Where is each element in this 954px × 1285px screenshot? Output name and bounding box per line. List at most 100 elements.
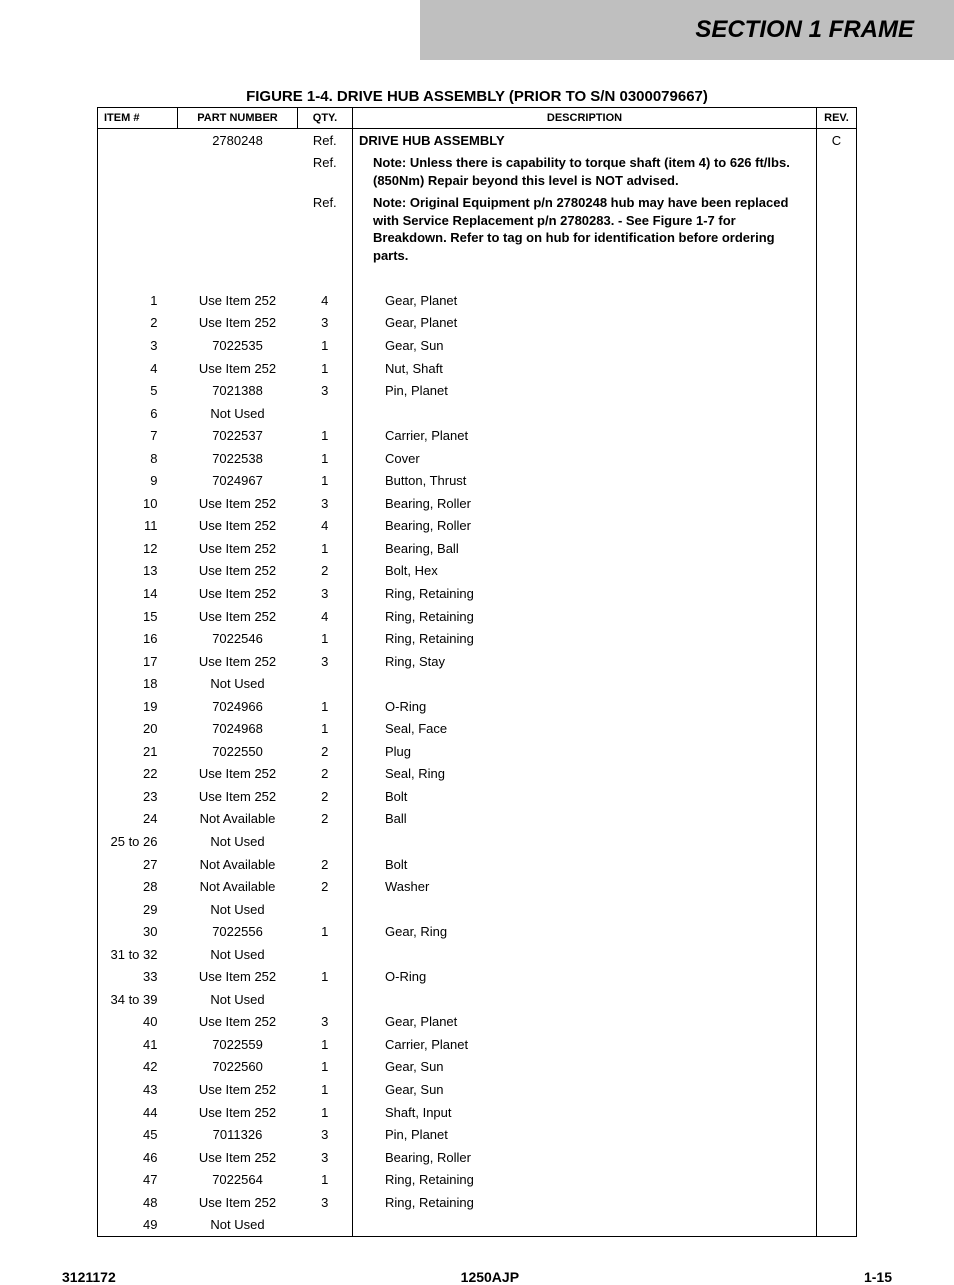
cell-desc: Note: Unless there is capability to torq…	[359, 154, 810, 189]
cell-item: 15	[143, 609, 157, 624]
cell-part: Use Item 252	[199, 293, 276, 308]
table-row: 1Use Item 2524Gear, Planet	[98, 289, 857, 312]
cell-desc: Bearing, Roller	[359, 495, 471, 513]
cell-item: 8	[150, 451, 157, 466]
cell-desc: O-Ring	[359, 698, 426, 716]
table-row: 770225371Carrier, Planet	[98, 425, 857, 448]
cell-part: Use Item 252	[199, 1150, 276, 1165]
cell-part: 7021388	[212, 383, 263, 398]
table-row: 46Use Item 2523Bearing, Roller	[98, 1146, 857, 1169]
table-row: 970249671Button, Thrust	[98, 470, 857, 493]
cell-item: 40	[143, 1014, 157, 1029]
cell-item: 33	[143, 969, 157, 984]
cell-desc: DRIVE HUB ASSEMBLY	[359, 133, 505, 148]
cell-desc: Bearing, Roller	[359, 517, 471, 535]
cell-qty: 1	[321, 1105, 328, 1120]
cell-item: 41	[143, 1037, 157, 1052]
header-gray-block: SECTION 1 FRAME	[420, 0, 954, 60]
cell-item: 11	[144, 518, 158, 533]
cell-part: Use Item 252	[199, 654, 276, 669]
cell-desc: Bolt, Hex	[359, 562, 438, 580]
page-header-bar: SECTION 1 FRAME	[0, 0, 954, 60]
col-header-qty: QTY.	[298, 108, 353, 129]
cell-qty: 2	[321, 766, 328, 781]
table-row: 18Not Used	[98, 673, 857, 696]
cell-desc: Gear, Sun	[359, 337, 444, 355]
cell-desc: Shaft, Input	[359, 1104, 452, 1122]
cell-qty: 1	[321, 451, 328, 466]
cell-item: 27	[143, 857, 157, 872]
cell-item: 17	[143, 654, 157, 669]
cell-item: 29	[143, 902, 157, 917]
cell-desc: Ball	[359, 810, 407, 828]
table-row: 27Not Available2Bolt	[98, 853, 857, 876]
cell-item: 4	[150, 361, 157, 376]
cell-desc: Gear, Sun	[359, 1081, 444, 1099]
table-row: 570213883Pin, Planet	[98, 380, 857, 403]
cell-qty: 1	[321, 969, 328, 984]
cell-item: 44	[143, 1105, 157, 1120]
cell-qty: 1	[321, 428, 328, 443]
cell-desc: Pin, Planet	[359, 382, 448, 400]
cell-desc: Seal, Ring	[359, 765, 445, 783]
cell-qty: 1	[321, 361, 328, 376]
cell-item: 12	[143, 541, 157, 556]
cell-part: Not Used	[210, 834, 264, 849]
cell-qty: 1	[321, 338, 328, 353]
cell-desc: Cover	[359, 450, 420, 468]
cell-desc: Carrier, Planet	[359, 1036, 468, 1054]
cell-part: Not Used	[210, 1217, 264, 1232]
cell-qty: 4	[321, 518, 328, 533]
cell-item: 46	[143, 1150, 157, 1165]
table-row: 40Use Item 2523Gear, Planet	[98, 1011, 857, 1034]
cell-item: 2	[150, 315, 157, 330]
cell-qty: 4	[321, 293, 328, 308]
cell-part: Use Item 252	[199, 766, 276, 781]
table-row: 4270225601Gear, Sun	[98, 1056, 857, 1079]
cell-desc: Ring, Retaining	[359, 585, 474, 603]
table-row	[98, 267, 857, 290]
cell-desc: Bearing, Ball	[359, 540, 459, 558]
cell-part: Use Item 252	[199, 518, 276, 533]
table-row: Ref.Note: Unless there is capability to …	[98, 152, 857, 192]
cell-desc: Gear, Ring	[359, 923, 447, 941]
cell-part: 7022546	[212, 631, 263, 646]
cell-qty: 1	[321, 631, 328, 646]
table-row: 1970249661O-Ring	[98, 695, 857, 718]
cell-item: 5	[150, 383, 157, 398]
cell-part: Use Item 252	[199, 563, 276, 578]
cell-desc: Bolt	[359, 856, 407, 874]
cell-rev: C	[832, 133, 841, 148]
cell-desc: Gear, Sun	[359, 1058, 444, 1076]
cell-item: 45	[143, 1127, 157, 1142]
cell-item: 24	[143, 811, 157, 826]
table-row: 48Use Item 2523Ring, Retaining	[98, 1191, 857, 1214]
cell-part: Use Item 252	[199, 1195, 276, 1210]
cell-desc: Gear, Planet	[359, 314, 457, 332]
table-row: 12Use Item 2521Bearing, Ball	[98, 537, 857, 560]
cell-part: Use Item 252	[199, 496, 276, 511]
cell-item: 7	[150, 428, 157, 443]
cell-desc: Button, Thrust	[359, 472, 466, 490]
table-row: 13Use Item 2522Bolt, Hex	[98, 560, 857, 583]
table-row: Ref.Note: Original Equipment p/n 2780248…	[98, 192, 857, 267]
cell-desc: Ring, Retaining	[359, 630, 474, 648]
cell-qty: Ref.	[313, 195, 337, 210]
cell-item: 25 to 26	[111, 834, 158, 849]
cell-item: 9	[150, 473, 157, 488]
cell-item: 28	[143, 879, 157, 894]
cell-desc: O-Ring	[359, 968, 426, 986]
cell-desc: Seal, Face	[359, 720, 447, 738]
table-row: 43Use Item 2521Gear, Sun	[98, 1079, 857, 1102]
cell-desc: Carrier, Planet	[359, 427, 468, 445]
cell-part: Use Item 252	[199, 969, 276, 984]
table-row: 2Use Item 2523Gear, Planet	[98, 312, 857, 335]
cell-part: Not Available	[200, 879, 276, 894]
table-row: 28Not Available2Washer	[98, 876, 857, 899]
cell-qty: 1	[321, 1037, 328, 1052]
cell-qty: 3	[321, 654, 328, 669]
cell-part: Use Item 252	[199, 1105, 276, 1120]
cell-desc: Ring, Stay	[359, 653, 445, 671]
table-row: 15Use Item 2524Ring, Retaining	[98, 605, 857, 628]
section-title: SECTION 1 FRAME	[695, 16, 914, 44]
